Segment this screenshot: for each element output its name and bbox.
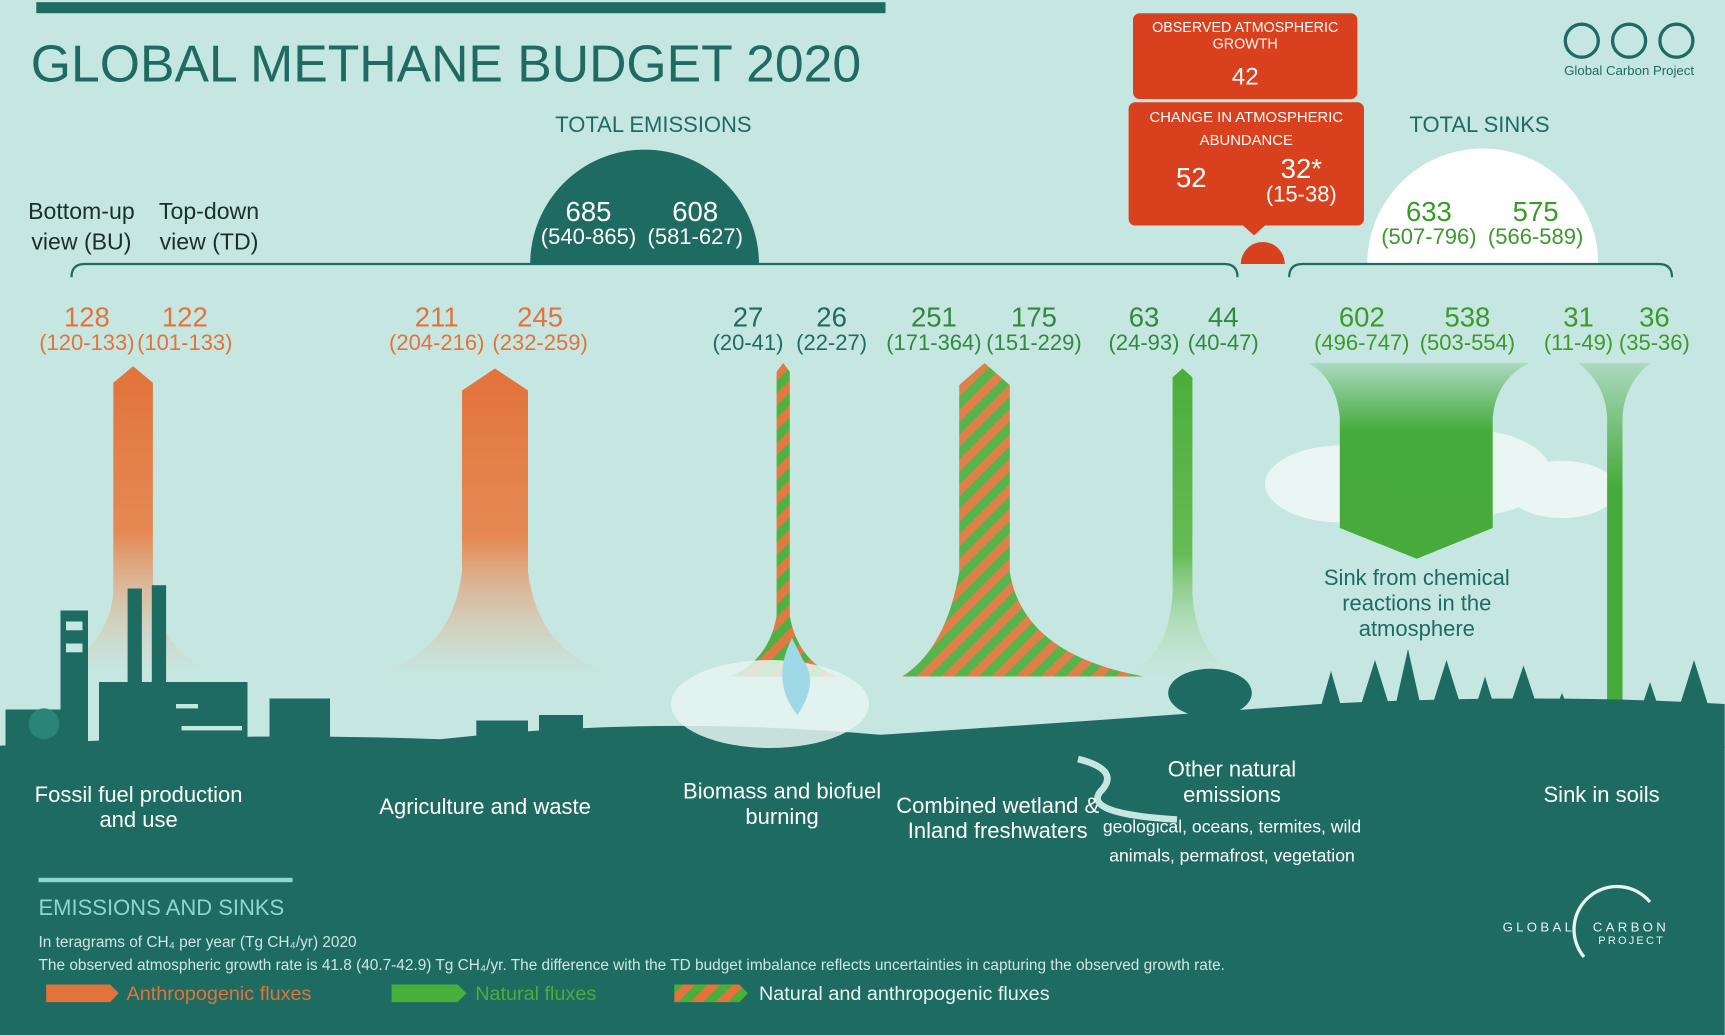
flux-bu-range: (171-364) [886, 331, 982, 356]
sinks-td: 575 [1512, 196, 1559, 228]
flux-bu-range: (496-747) [1314, 331, 1410, 356]
legend-item: Natural and anthropogenic fluxes [759, 982, 1050, 1005]
emissions-label: TOTAL EMISSIONS [555, 113, 752, 138]
flux-bu: 128 [63, 302, 110, 334]
flux-td: 122 [161, 302, 208, 334]
logo-text: CARBON [1592, 919, 1670, 935]
credit: Global Carbon Project [1564, 62, 1695, 79]
flux-td-range: (503-554) [1419, 331, 1516, 356]
sinks-label: TOTAL SINKS [1409, 113, 1550, 138]
observed-value: 42 [1231, 62, 1259, 91]
flux-label: Biomass and biofuel burning [683, 779, 882, 830]
logo-text: GLOBAL [1502, 919, 1576, 935]
title: GLOBAL METHANE BUDGET 2020 [30, 34, 862, 93]
flux-td-range: (232-259) [492, 331, 588, 356]
flux-label: Sink in soils [1543, 783, 1660, 808]
flux-bu-range: (20-41) [712, 331, 784, 356]
flux-detail: geological, oceans, termites, wild anima… [1102, 818, 1362, 866]
sinks-bu: 633 [1405, 196, 1452, 228]
flux-bu-range: (204-216) [389, 331, 485, 356]
flux-bu-range: (120-133) [39, 331, 135, 356]
flux-label: Agriculture and waste [379, 795, 591, 820]
legend-title: EMISSIONS AND SINKS [38, 896, 285, 921]
sinks-bu-range: (507-796) [1381, 225, 1477, 250]
logo-text: PROJECT [1598, 935, 1666, 948]
flux-label: Sink from chemical reactions in the atmo… [1323, 566, 1510, 642]
flux-td-range: (35-36) [1618, 331, 1690, 356]
flux-td: 175 [1011, 302, 1057, 334]
flux-bu: 31 [1563, 302, 1594, 334]
flux-label: Fossil fuel production and use [34, 783, 243, 833]
change-label: CHANGE IN ATMOSPHERIC ABUNDANCE [1149, 108, 1344, 149]
emissions-td: 608 [672, 196, 719, 228]
change-td: 32* [1280, 154, 1322, 185]
flux-td-range: (101-133) [137, 331, 233, 356]
flux-td-range: (151-229) [986, 331, 1082, 356]
change-td-range: (15-38) [1265, 182, 1337, 207]
flux-bu-range: (24-93) [1108, 331, 1180, 356]
legend-note: The observed atmospheric growth rate is … [38, 955, 1225, 974]
flux-label: Other natural emissions [1167, 757, 1297, 808]
flux-bu: 63 [1128, 302, 1160, 334]
flux-label: Combined wetland & Inland freshwaters [896, 794, 1100, 844]
flux-td: 538 [1444, 302, 1491, 334]
change-bu: 52 [1176, 162, 1207, 194]
sinks-td-range: (566-589) [1487, 225, 1584, 250]
view-td: Top-down view (TD) [158, 199, 260, 256]
emissions-td-range: (581-627) [647, 225, 743, 250]
flux-bu: 27 [732, 302, 764, 334]
flux-td: 44 [1207, 302, 1239, 334]
flux-bu: 211 [414, 302, 459, 334]
legend-item: Anthropogenic fluxes [126, 982, 312, 1005]
flux-td: 245 [517, 302, 564, 334]
flux-bu: 602 [1338, 302, 1385, 334]
view-bu: Bottom-up view (BU) [28, 199, 135, 256]
flux-bu: 251 [910, 302, 957, 334]
flux-td-range: (40-47) [1187, 331, 1259, 356]
legend-item: Natural fluxes [475, 982, 597, 1005]
emissions-bu-range: (540-865) [540, 225, 637, 250]
observed-label: OBSERVED ATMOSPHERIC GROWTH [1152, 18, 1339, 52]
flux-bu-range: (11-49) [1543, 331, 1614, 356]
flux-td-range: (22-27) [796, 331, 868, 356]
legend-unit: In teragrams of CH₄ per year (Tg CH₄/yr)… [38, 932, 357, 951]
emissions-bu: 685 [565, 196, 612, 228]
flux-td: 36 [1639, 302, 1670, 334]
flux-td: 26 [816, 302, 847, 334]
